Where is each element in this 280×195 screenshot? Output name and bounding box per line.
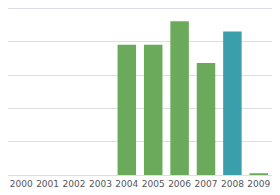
svg-text:2006: 2006 [168,179,191,189]
svg-text:2000: 2000 [10,179,33,189]
svg-text:2007: 2007 [195,179,218,189]
svg-text:2002: 2002 [63,179,86,189]
svg-text:2001: 2001 [36,179,59,189]
svg-text:2008: 2008 [221,179,244,189]
svg-text:2009: 2009 [247,179,270,189]
svg-text:2004: 2004 [115,179,138,189]
svg-text:2005: 2005 [142,179,165,189]
svg-text:2003: 2003 [89,179,112,189]
